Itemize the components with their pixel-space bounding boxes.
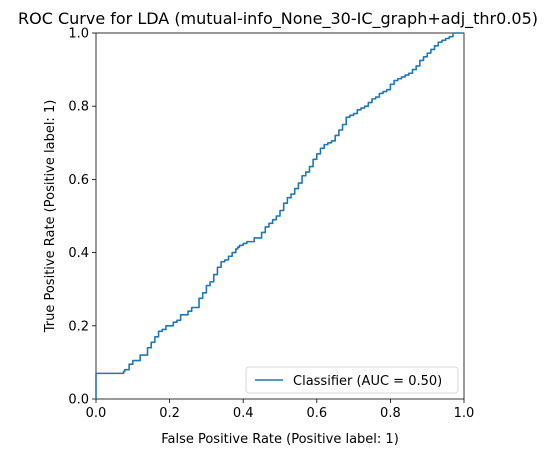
x-tick-label: 0.4 xyxy=(233,406,254,421)
x-tick-label: 1.0 xyxy=(454,406,475,421)
y-axis-ticks: 0.0 0.2 0.4 0.6 0.8 1.0 xyxy=(68,27,96,408)
y-tick-label: 1.0 xyxy=(68,27,89,42)
legend-box xyxy=(245,366,459,394)
y-tick-label: 0.6 xyxy=(68,173,89,188)
series-layer xyxy=(95,32,464,399)
x-tick-label: 0.8 xyxy=(380,406,401,421)
y-tick-label: 0.2 xyxy=(68,319,89,334)
chart-title: ROC Curve for LDA (mutual-info_None_30-I… xyxy=(18,9,538,29)
x-tick-label: 0.0 xyxy=(86,406,107,421)
legend-label-classifier: Classifier (AUC = 0.50) xyxy=(293,374,442,389)
x-axis-ticks: 0.0 0.2 0.4 0.6 0.8 1.0 xyxy=(86,399,475,421)
x-tick-label: 0.2 xyxy=(159,406,180,421)
legend: Classifier (AUC = 0.50) xyxy=(245,366,459,394)
y-tick-label: 0.4 xyxy=(68,246,89,261)
y-tick-label: 0.0 xyxy=(68,393,89,408)
y-tick-label: 0.8 xyxy=(68,100,89,115)
y-axis-label: True Positive Rate (Positive label: 1) xyxy=(43,100,58,334)
roc-curve-line xyxy=(95,32,464,399)
x-axis-label: False Positive Rate (Positive label: 1) xyxy=(161,432,399,447)
x-tick-label: 0.6 xyxy=(306,406,327,421)
